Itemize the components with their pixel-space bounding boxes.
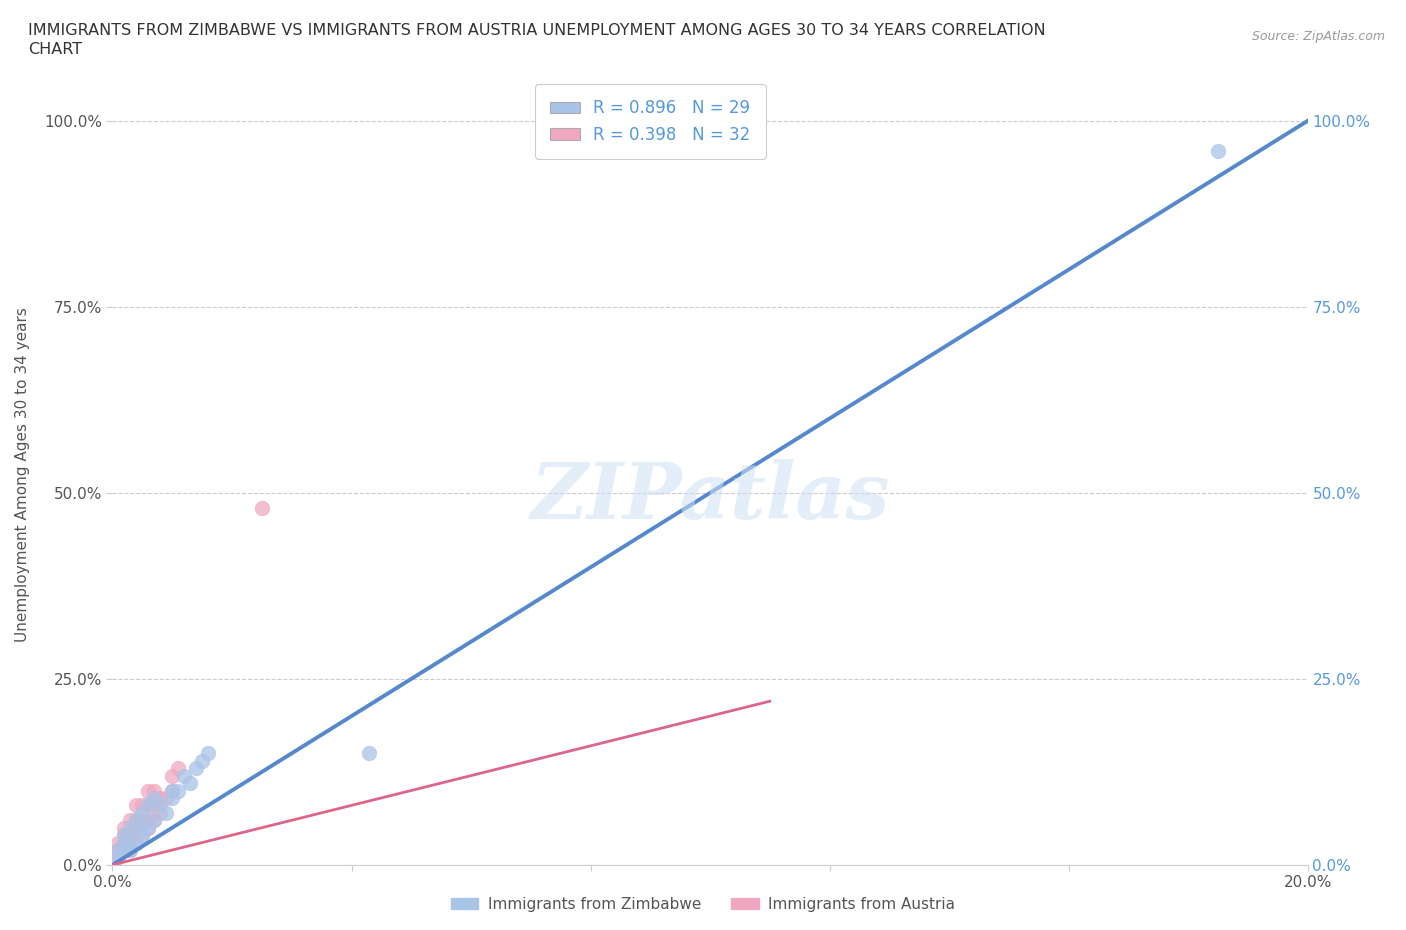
Point (131, 828, 153, 843)
Point (107, 850, 129, 865)
Point (114, 843, 135, 857)
Point (155, 805, 177, 820)
Point (143, 798, 166, 813)
Point (120, 843, 142, 857)
Point (125, 820, 148, 835)
Point (138, 820, 160, 835)
Point (114, 828, 135, 843)
Point (162, 768, 183, 783)
Point (149, 798, 172, 813)
Point (125, 813, 148, 828)
Point (167, 783, 190, 798)
Point (359, 746, 381, 761)
Legend: Immigrants from Zimbabwe, Immigrants from Austria: Immigrants from Zimbabwe, Immigrants fro… (444, 891, 962, 918)
Point (186, 761, 208, 776)
Point (162, 783, 183, 798)
Point (197, 746, 219, 761)
Point (179, 776, 201, 790)
Point (120, 843, 142, 857)
Text: Source: ZipAtlas.com: Source: ZipAtlas.com (1251, 30, 1385, 43)
Point (143, 790, 166, 805)
Point (250, 500, 273, 515)
Point (143, 813, 166, 828)
Point (149, 790, 172, 805)
Point (114, 843, 135, 857)
Point (114, 835, 135, 850)
Point (107, 843, 129, 857)
Point (131, 828, 153, 843)
Point (138, 798, 160, 813)
Point (149, 805, 172, 820)
Point (107, 843, 129, 857)
Text: IMMIGRANTS FROM ZIMBABWE VS IMMIGRANTS FROM AUSTRIA UNEMPLOYMENT AMONG AGES 30 T: IMMIGRANTS FROM ZIMBABWE VS IMMIGRANTS F… (28, 23, 1046, 38)
Point (131, 805, 153, 820)
Point (131, 813, 153, 828)
Point (131, 798, 153, 813)
Point (107, 850, 129, 865)
Point (114, 828, 135, 843)
Point (155, 790, 177, 805)
Point (138, 813, 160, 828)
Point (120, 835, 142, 850)
Y-axis label: Unemployment Among Ages 30 to 34 years: Unemployment Among Ages 30 to 34 years (15, 307, 30, 642)
Point (131, 820, 153, 835)
Point (125, 835, 148, 850)
Point (125, 835, 148, 850)
Point (120, 820, 142, 835)
Point (138, 798, 160, 813)
Point (120, 835, 142, 850)
Point (191, 753, 214, 768)
Point (143, 813, 166, 828)
Text: CHART: CHART (28, 42, 82, 57)
Point (120, 828, 142, 843)
Point (1206, 143, 1229, 158)
Point (162, 790, 183, 805)
Point (107, 835, 129, 850)
Point (120, 813, 142, 828)
Legend: R = 0.896   N = 29, R = 0.398   N = 32: R = 0.896 N = 29, R = 0.398 N = 32 (536, 85, 765, 158)
Point (114, 820, 135, 835)
Point (162, 783, 183, 798)
Point (138, 783, 160, 798)
Point (143, 783, 166, 798)
Point (138, 820, 160, 835)
Point (167, 761, 190, 776)
Text: ZIPatlas: ZIPatlas (530, 459, 890, 536)
Point (114, 835, 135, 850)
Point (125, 813, 148, 828)
Point (125, 798, 148, 813)
Point (173, 768, 195, 783)
